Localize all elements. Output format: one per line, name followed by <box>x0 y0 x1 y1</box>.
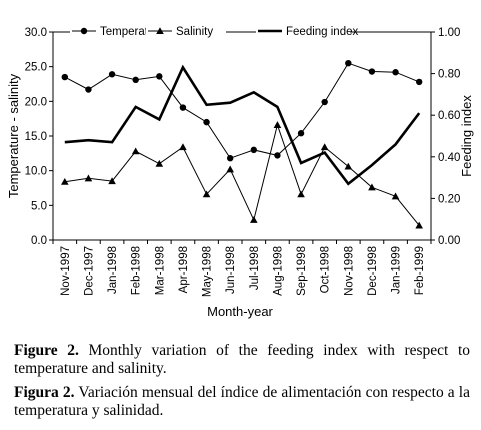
x-tick-label: Aug-1998 <box>272 246 284 296</box>
salinity-point <box>320 143 329 151</box>
caption-spanish-label: Figura 2. <box>14 384 75 401</box>
salinity-point <box>250 216 258 223</box>
legend-bg <box>256 24 350 38</box>
x-tick-label: May-1998 <box>202 246 214 297</box>
legend-marker-temperature <box>80 27 88 35</box>
temperature-point <box>274 152 281 159</box>
salinity-point <box>391 192 400 200</box>
y2-axis-title: Feeding index <box>459 95 474 177</box>
y2-tick-label: 0.00 <box>438 235 460 247</box>
x-tick-label: Jul-1998 <box>249 246 261 290</box>
caption-english-label: Figure 2. <box>14 342 79 359</box>
temperature-point <box>156 73 163 80</box>
salinity-point <box>344 162 353 170</box>
salinity-point <box>155 159 164 167</box>
caption-english-text: Monthly variation of the feeding index w… <box>14 342 471 377</box>
x-tick-label: Dec-1997 <box>83 246 95 296</box>
x-tick-label: Nov-1998 <box>343 246 355 296</box>
salinity-point <box>297 190 305 198</box>
temperature-point <box>392 69 399 76</box>
salinity-point <box>226 165 234 173</box>
x-tick-label: Feb-1999 <box>414 246 426 295</box>
y-tick-label: 0.0 <box>31 235 47 247</box>
legend-marker-salinity <box>156 27 164 35</box>
y-tick-label: 10.0 <box>25 166 47 178</box>
temperature-point <box>132 76 139 84</box>
temperature-line <box>64 62 420 159</box>
chart-figure: 0.0 5.0 10.0 15.0 20.0 25.0 30.0 0.00 0.20 0.40 0.… <box>6 24 474 319</box>
salinity-point <box>273 121 282 128</box>
y2-tick-label: 0.20 <box>438 193 460 205</box>
y2-tick-label: 1.00 <box>438 27 460 39</box>
salinity-point <box>368 183 376 191</box>
x-axis-title: Month-year <box>207 304 273 319</box>
y-tick-label: 5.0 <box>31 200 47 212</box>
temperature-point <box>321 98 328 106</box>
y-tick-label: 30.0 <box>25 27 47 39</box>
x-tick-label: Apr-1998 <box>178 246 190 293</box>
temperature-point <box>85 86 92 93</box>
salinity-point <box>131 147 140 155</box>
y-tick-label: 20.0 <box>25 96 47 108</box>
temperature-point <box>297 130 305 137</box>
salinity-point <box>415 221 423 229</box>
y2-tick-label: 0.80 <box>438 69 460 81</box>
temperature-point <box>61 73 69 81</box>
caption-spanish: Figura 2. Variación mensual del índice d… <box>14 384 470 420</box>
salinity-point <box>108 177 116 185</box>
chart-svg: 0.0 5.0 10.0 15.0 20.0 25.0 30.0 0.00 0.20 0.40 0.… <box>6 24 474 319</box>
caption-english: Figure 2. Monthly variation of the feedi… <box>14 342 470 378</box>
legend-label-feeding-index: Feeding index <box>286 26 358 38</box>
temperature-point <box>226 154 234 162</box>
salinity-point <box>202 190 211 198</box>
salinity-point <box>84 174 93 182</box>
legend-label-salinity: Salinity <box>176 26 213 38</box>
x-tick-label: Jan-1998 <box>107 246 119 294</box>
temperature-point <box>368 68 376 75</box>
temperature-point <box>250 146 258 154</box>
legend-bg <box>70 24 166 38</box>
x-tick-label: Feb-1998 <box>131 246 143 295</box>
legend-bg <box>146 24 226 38</box>
x-tick-label: Jan-1999 <box>391 246 403 294</box>
x-tick-label: Sep-1998 <box>296 246 308 296</box>
temperature-point <box>345 60 352 67</box>
y-tick-label: 15.0 <box>25 131 47 143</box>
y-tick-label: 25.0 <box>25 62 47 74</box>
y2-tick-label: 0.40 <box>438 152 460 164</box>
temperature-point <box>415 78 423 86</box>
caption-spanish-text: Variación mensual del índice de alimenta… <box>14 384 470 419</box>
x-tick-label: Dec-1998 <box>367 246 379 296</box>
x-tick-label: Mar-1998 <box>154 246 166 295</box>
x-tick-label: Nov-1997 <box>60 246 72 296</box>
salinity-point <box>61 177 69 185</box>
salinity-point <box>179 143 187 151</box>
y-axis-title: Temperature - salinity <box>6 73 21 198</box>
temperature-point <box>108 71 116 78</box>
temperature-point <box>179 104 187 111</box>
feeding-index-line <box>64 64 421 186</box>
temperature-point <box>203 118 210 126</box>
y2-tick-label: 0.60 <box>438 110 460 122</box>
plot-frame <box>52 31 432 241</box>
x-tick-label: Jun-1998 <box>225 246 237 294</box>
x-tick-label: Oct-1998 <box>320 246 332 293</box>
salinity-line <box>64 123 420 226</box>
